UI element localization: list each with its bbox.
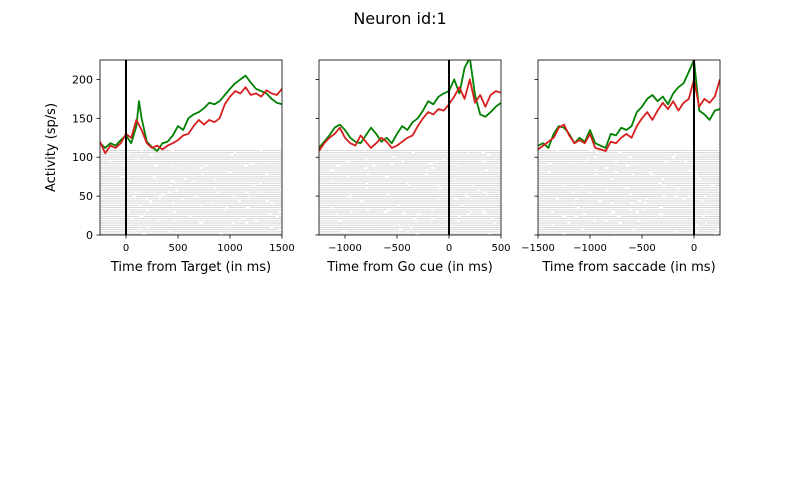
panels: 0 500 1000 1500 0 50 100 150 200 Time from Target… (44, 59, 721, 275)
x-tick-label: 1500 (269, 243, 294, 254)
x-tick-label: 500 (168, 243, 187, 254)
y-ticks: 0 50 100 150 200 (72, 73, 100, 242)
x-tick-label: −500 (628, 243, 655, 254)
x-axis-label: Time from Target (in ms) (110, 260, 271, 275)
x-tick-label: 1000 (217, 243, 242, 254)
y-ticks (534, 79, 538, 236)
y-tick-label: 100 (72, 151, 93, 164)
x-axis-label: Time from Go cue (in ms) (326, 260, 493, 275)
x-ticks: −1000 −500 0 500 (328, 235, 511, 254)
y-axis-label: Activity (sp/s) (44, 103, 59, 192)
series-line-2 (100, 86, 282, 155)
series-line-1 (100, 74, 282, 152)
plot-area (100, 60, 282, 235)
series-line-2 (538, 78, 720, 152)
y-tick-label: 150 (72, 112, 93, 125)
raster-trials (319, 149, 501, 235)
x-tick-label: −1500 (521, 243, 555, 254)
panel-3: −1500 −1000 −500 0 Time from saccade (in ms) (521, 59, 721, 275)
x-tick-label: −500 (383, 243, 410, 254)
x-tick-label: 0 (691, 243, 697, 254)
x-tick-label: 0 (123, 243, 129, 254)
series-line-1 (319, 60, 501, 149)
axes-frame (537, 59, 721, 236)
x-tick-label: 0 (446, 243, 452, 254)
x-tick-label: −1000 (328, 243, 362, 254)
y-ticks (315, 79, 319, 236)
series-line-1 (538, 60, 720, 149)
x-ticks: 0 500 1000 1500 (123, 235, 295, 254)
y-tick-label: 50 (79, 190, 93, 203)
raster-trials (538, 149, 720, 235)
axes-frame (99, 59, 283, 236)
figure-title: Neuron id:1 (353, 9, 446, 28)
x-ticks: −1500 −1000 −500 0 (521, 235, 697, 254)
y-tick-label: 200 (72, 73, 93, 86)
x-tick-label: 500 (491, 243, 510, 254)
plot-area (538, 60, 720, 235)
y-tick-label: 0 (86, 229, 93, 242)
raster-trials (100, 149, 282, 235)
plot-area (319, 60, 501, 235)
panel-2: −1000 −500 0 500 Time from Go cue (in ms) (315, 59, 511, 275)
panel-1: 0 500 1000 1500 0 50 100 150 200 Time from Target… (44, 59, 295, 275)
axes-frame (318, 59, 502, 236)
x-axis-label: Time from saccade (in ms) (541, 260, 715, 275)
series-line-2 (319, 78, 501, 152)
x-tick-label: −1000 (573, 243, 607, 254)
